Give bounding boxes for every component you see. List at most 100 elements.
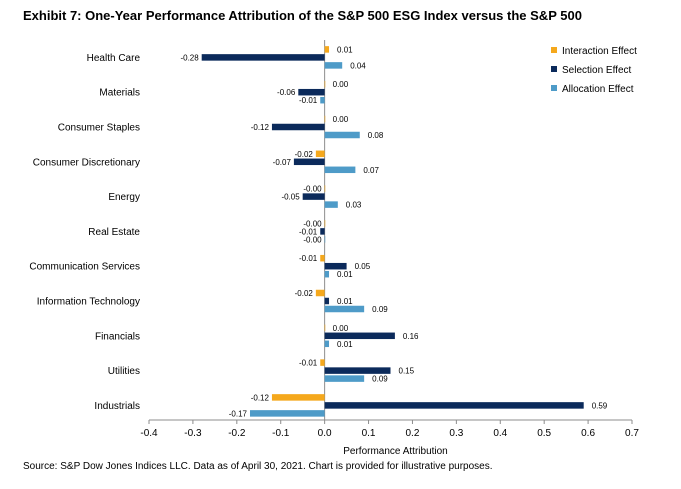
- data-label: 0.09: [372, 305, 388, 314]
- bar-allocation-effect: [249, 410, 325, 417]
- bar-selection-effect: [293, 158, 325, 166]
- bar-allocation-effect: [324, 131, 360, 139]
- x-tick-label: 0.6: [581, 428, 595, 439]
- data-label: 0.00: [333, 324, 349, 333]
- bar-selection-effect: [324, 332, 395, 340]
- data-label: -0.01: [299, 359, 318, 368]
- bar-interaction-effect: [315, 289, 325, 297]
- bar-allocation-effect: [324, 236, 326, 243]
- bar-allocation-effect: [324, 375, 365, 382]
- data-label: -0.28: [180, 53, 199, 62]
- data-label: 0.00: [333, 115, 349, 124]
- x-tick-label: 0.3: [449, 428, 463, 439]
- bar-allocation-effect: [324, 62, 343, 69]
- category-label: Consumer Staples: [58, 123, 140, 134]
- bar-selection-effect: [324, 402, 584, 409]
- data-label: 0.01: [337, 340, 353, 349]
- category-label: Information Technology: [37, 297, 140, 308]
- bar-selection-effect: [201, 54, 325, 61]
- data-label: -0.00: [303, 219, 322, 228]
- source-note: Source: S&P Dow Jones Indices LLC. Data …: [23, 461, 493, 472]
- bar-interaction-effect: [324, 324, 326, 332]
- data-label: 0.15: [399, 367, 415, 376]
- category-label: Energy: [108, 192, 140, 203]
- bar-interaction-effect: [324, 220, 326, 227]
- bar-allocation-effect: [324, 340, 330, 348]
- bar-allocation-effect: [320, 96, 325, 104]
- x-tick-label: 0.2: [406, 428, 420, 439]
- labels-layer: 0.01-0.280.040.00-0.06-0.010.00-0.120.08…: [180, 45, 607, 418]
- category-label: Real Estate: [88, 227, 140, 238]
- data-label: 0.08: [368, 131, 384, 140]
- data-label: -0.12: [251, 393, 270, 402]
- bars-layer: [201, 46, 584, 417]
- legend-label: Allocation Effect: [562, 84, 634, 95]
- data-label: -0.02: [295, 289, 314, 298]
- x-tick-label: -0.4: [140, 428, 158, 439]
- legend-label: Selection Effect: [562, 65, 632, 76]
- bar-interaction-effect: [320, 359, 325, 366]
- data-label: 0.16: [403, 332, 419, 341]
- data-label: -0.01: [299, 254, 318, 263]
- x-tick-label: 0.0: [318, 428, 332, 439]
- bar-allocation-effect: [324, 166, 356, 174]
- bar-allocation-effect: [324, 305, 365, 313]
- bar-interaction-effect: [324, 46, 330, 53]
- data-label: 0.03: [346, 201, 362, 210]
- data-label: -0.00: [303, 235, 322, 244]
- bar-selection-effect: [324, 262, 347, 270]
- x-tick-label: 0.5: [537, 428, 551, 439]
- data-label: -0.17: [229, 409, 248, 418]
- bar-selection-effect: [302, 193, 325, 200]
- category-label: Utilities: [108, 366, 140, 377]
- data-label: -0.02: [295, 150, 314, 159]
- bar-interaction-effect: [324, 185, 326, 192]
- bar-selection-effect: [320, 228, 325, 235]
- legend-swatch: [551, 47, 557, 53]
- category-label: Industrials: [94, 401, 140, 412]
- bar-interaction-effect: [324, 115, 326, 123]
- data-label: -0.00: [303, 185, 322, 194]
- data-label: 0.01: [337, 270, 353, 279]
- bar-interaction-effect: [320, 254, 325, 262]
- data-label: 0.09: [372, 375, 388, 384]
- bar-selection-effect: [271, 123, 325, 131]
- category-label: Materials: [99, 88, 140, 99]
- data-label: -0.01: [299, 96, 318, 105]
- bar-allocation-effect: [324, 201, 338, 208]
- bar-interaction-effect: [271, 394, 325, 401]
- category-label: Communication Services: [29, 262, 140, 273]
- data-label: 0.59: [592, 401, 608, 410]
- x-tick-label: -0.1: [272, 428, 290, 439]
- x-tick-label: -0.3: [184, 428, 202, 439]
- x-tick-label: 0.1: [362, 428, 376, 439]
- axis-layer: -0.4 -0.3 -0.2 -0.1 0.0 0.1 0.2 0.3 0.4 0.5 0.6 0.7…: [29, 40, 639, 457]
- legend: Interaction Effect Selection Effect Alloca…: [551, 46, 637, 95]
- bar-selection-effect: [298, 88, 325, 96]
- bar-selection-effect: [324, 297, 330, 305]
- bar-interaction-effect: [324, 80, 326, 88]
- category-label: Consumer Discretionary: [33, 157, 140, 168]
- x-tick-label: 0.7: [625, 428, 639, 439]
- chart-title: Exhibit 7: One-Year Performance Attribut…: [23, 8, 582, 23]
- data-label: -0.07: [273, 158, 292, 167]
- data-label: 0.07: [363, 166, 379, 175]
- x-axis-title: Performance Attribution: [343, 446, 448, 457]
- category-label: Health Care: [87, 53, 141, 64]
- data-label: 0.01: [337, 45, 353, 54]
- bar-interaction-effect: [315, 150, 325, 158]
- x-tick-label: -0.2: [228, 428, 246, 439]
- data-label: 0.01: [337, 297, 353, 306]
- legend-swatch: [551, 66, 557, 72]
- legend-label: Interaction Effect: [562, 46, 637, 57]
- bar-allocation-effect: [324, 270, 330, 278]
- category-label: Financials: [95, 331, 140, 342]
- data-label: -0.06: [277, 88, 296, 97]
- legend-swatch: [551, 85, 557, 91]
- data-label: -0.01: [299, 227, 318, 236]
- x-tick-label: 0.4: [493, 428, 507, 439]
- data-label: -0.05: [281, 193, 300, 202]
- data-label: 0.04: [350, 61, 366, 70]
- data-label: -0.12: [251, 123, 270, 132]
